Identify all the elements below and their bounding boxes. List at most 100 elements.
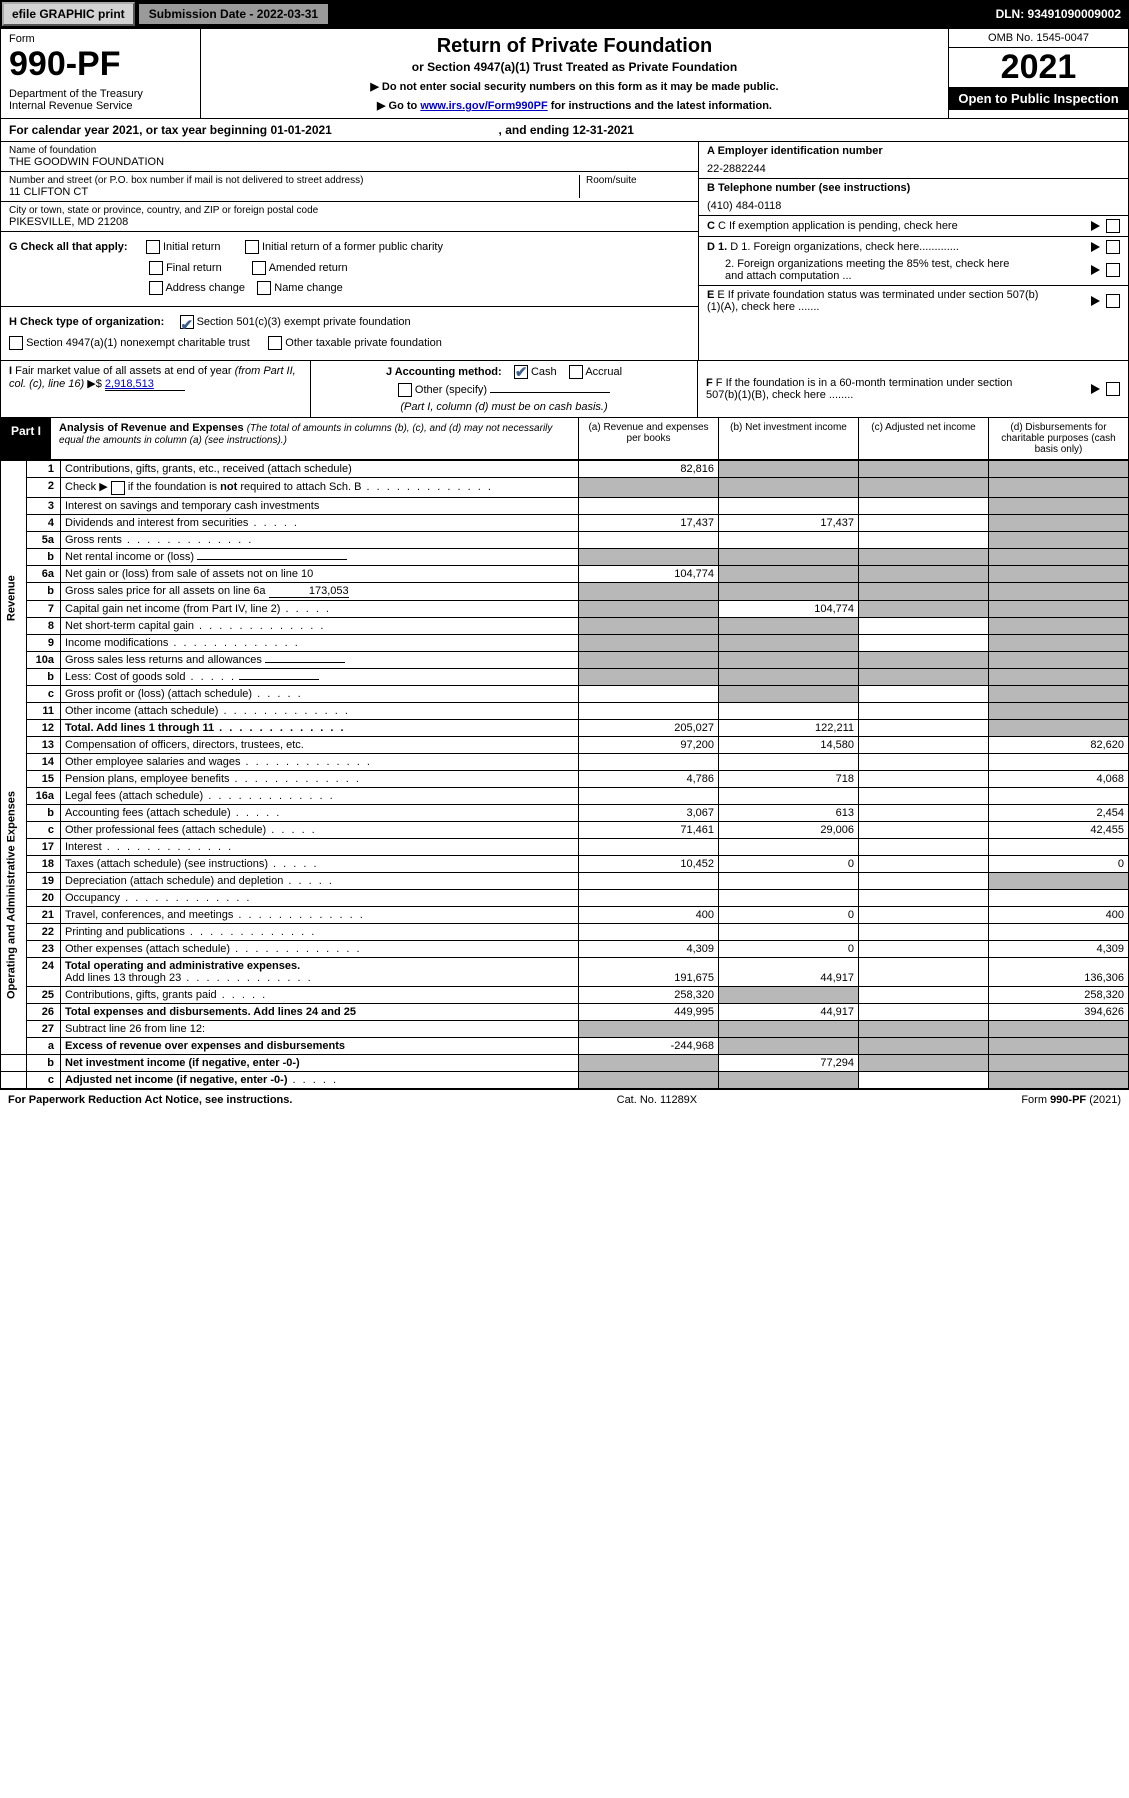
revenue-side-label: Revenue bbox=[1, 461, 27, 736]
part1-header: Part I Analysis of Revenue and Expenses … bbox=[0, 418, 1129, 460]
table-row: 12Total. Add lines 1 through 11205,02712… bbox=[1, 719, 1129, 736]
table-row: cAdjusted net income (if negative, enter… bbox=[1, 1071, 1129, 1088]
form-label: Form bbox=[9, 33, 192, 45]
form-subtitle: or Section 4947(a)(1) Trust Treated as P… bbox=[207, 60, 942, 74]
expenses-side-label: Operating and Administrative Expenses bbox=[1, 736, 27, 1054]
city-label: City or town, state or province, country… bbox=[9, 205, 690, 216]
checkbox-cash[interactable] bbox=[514, 365, 528, 379]
table-row: bAccounting fees (attach schedule)3,0676… bbox=[1, 804, 1129, 821]
footer-catno: Cat. No. 11289X bbox=[617, 1094, 698, 1106]
main-table: Revenue 1 Contributions, gifts, grants, … bbox=[0, 460, 1129, 1088]
efile-print-button[interactable]: efile GRAPHIC print bbox=[2, 2, 135, 26]
col-d-header: (d) Disbursements for charitable purpose… bbox=[988, 418, 1128, 459]
table-row: Revenue 1 Contributions, gifts, grants, … bbox=[1, 461, 1129, 478]
form-header: Form 990-PF Department of the Treasury I… bbox=[0, 28, 1129, 119]
arrow-icon bbox=[1091, 242, 1100, 252]
h-label: H Check type of organization: bbox=[9, 316, 164, 328]
dln-label: DLN: 93491090009002 bbox=[996, 7, 1127, 21]
table-row: 27Subtract line 26 from line 12: bbox=[1, 1020, 1129, 1037]
d2-label: 2. Foreign organizations meeting the 85%… bbox=[707, 258, 1027, 282]
topbar: efile GRAPHIC print Submission Date - 20… bbox=[0, 0, 1129, 28]
checkbox-final-return[interactable] bbox=[149, 261, 163, 275]
checkbox-c[interactable] bbox=[1106, 219, 1120, 233]
checkbox-initial-return[interactable] bbox=[146, 240, 160, 254]
table-row: 22Printing and publications bbox=[1, 923, 1129, 940]
f-label: F F If the foundation is in a 60-month t… bbox=[706, 377, 1046, 401]
form-note-2: ▶ Go to www.irs.gov/Form990PF for instru… bbox=[207, 99, 942, 112]
checkbox-other-method[interactable] bbox=[398, 383, 412, 397]
table-row: 16aLegal fees (attach schedule) bbox=[1, 787, 1129, 804]
open-public-label: Open to Public Inspection bbox=[949, 87, 1128, 110]
foundation-name: THE GOODWIN FOUNDATION bbox=[9, 156, 690, 168]
table-row: 4Dividends and interest from securities1… bbox=[1, 514, 1129, 531]
checkbox-4947a1[interactable] bbox=[9, 336, 23, 350]
footer-form: Form 990-PF (2021) bbox=[1021, 1094, 1121, 1106]
arrow-icon bbox=[1091, 296, 1100, 306]
table-row: 3Interest on savings and temporary cash … bbox=[1, 497, 1129, 514]
table-row: 9Income modifications bbox=[1, 634, 1129, 651]
footer-left: For Paperwork Reduction Act Notice, see … bbox=[8, 1094, 292, 1106]
omb-label: OMB No. 1545-0047 bbox=[949, 29, 1128, 48]
j-label: J Accounting method: bbox=[386, 366, 502, 378]
table-row: 6aNet gain or (loss) from sale of assets… bbox=[1, 565, 1129, 582]
ein-label: A Employer identification number bbox=[707, 145, 1120, 157]
checkbox-initial-former[interactable] bbox=[245, 240, 259, 254]
form-note-1: ▶ Do not enter social security numbers o… bbox=[207, 80, 942, 93]
col-a-header: (a) Revenue and expenses per books bbox=[578, 418, 718, 459]
table-row: 25Contributions, gifts, grants paid258,3… bbox=[1, 986, 1129, 1003]
table-row: 2 Check ▶ if the foundation is not requi… bbox=[1, 478, 1129, 497]
table-row: cOther professional fees (attach schedul… bbox=[1, 821, 1129, 838]
instructions-link[interactable]: www.irs.gov/Form990PF bbox=[420, 100, 547, 112]
checkbox-amended-return[interactable] bbox=[252, 261, 266, 275]
col-c-header: (c) Adjusted net income bbox=[858, 418, 988, 459]
table-row: cGross profit or (loss) (attach schedule… bbox=[1, 685, 1129, 702]
dept-label: Department of the Treasury Internal Reve… bbox=[9, 88, 192, 112]
g-label: G Check all that apply: bbox=[9, 241, 128, 253]
table-row: bLess: Cost of goods sold bbox=[1, 668, 1129, 685]
table-row: 17Interest bbox=[1, 838, 1129, 855]
table-row: bGross sales price for all assets on lin… bbox=[1, 582, 1129, 600]
checkbox-f[interactable] bbox=[1106, 382, 1120, 396]
arrow-icon bbox=[1091, 265, 1100, 275]
checkbox-name-change[interactable] bbox=[257, 281, 271, 295]
table-row: 18Taxes (attach schedule) (see instructi… bbox=[1, 855, 1129, 872]
part1-title: Analysis of Revenue and Expenses bbox=[59, 422, 244, 434]
j-note: (Part I, column (d) must be on cash basi… bbox=[319, 401, 689, 413]
phone-label: B Telephone number (see instructions) bbox=[707, 182, 1120, 194]
table-row: 26Total expenses and disbursements. Add … bbox=[1, 1003, 1129, 1020]
checkbox-sch-b[interactable] bbox=[111, 481, 125, 495]
arrow-icon bbox=[1091, 221, 1100, 231]
table-row: Operating and Administrative Expenses 13… bbox=[1, 736, 1129, 753]
table-row: 8Net short-term capital gain bbox=[1, 617, 1129, 634]
row-ijf: I Fair market value of all assets at end… bbox=[0, 361, 1129, 418]
calendar-year-row: For calendar year 2021, or tax year begi… bbox=[0, 119, 1129, 142]
checkbox-d1[interactable] bbox=[1106, 240, 1120, 254]
table-row: 23Other expenses (attach schedule)4,3090… bbox=[1, 940, 1129, 957]
ein-value: 22-2882244 bbox=[707, 163, 1120, 175]
checkbox-accrual[interactable] bbox=[569, 365, 583, 379]
phone-value: (410) 484-0118 bbox=[707, 200, 1120, 212]
checkbox-501c3[interactable] bbox=[180, 315, 194, 329]
checkbox-e[interactable] bbox=[1106, 294, 1120, 308]
checkbox-d2[interactable] bbox=[1106, 263, 1120, 277]
c-label: C C If exemption application is pending,… bbox=[707, 220, 958, 232]
form-number: 990-PF bbox=[9, 45, 192, 84]
table-row: 24Total operating and administrative exp… bbox=[1, 957, 1129, 986]
table-row: 5aGross rents bbox=[1, 531, 1129, 548]
tax-year: 2021 bbox=[949, 48, 1128, 87]
checkbox-other-taxable[interactable] bbox=[268, 336, 282, 350]
d1-label: D 1. D 1. Foreign organizations, check h… bbox=[707, 241, 959, 253]
checkbox-address-change[interactable] bbox=[149, 281, 163, 295]
fmv-link[interactable]: 2,918,513 bbox=[105, 378, 185, 391]
table-row: 7Capital gain net income (from Part IV, … bbox=[1, 600, 1129, 617]
street-address: 11 CLIFTON CT bbox=[9, 186, 573, 198]
city-value: PIKESVILLE, MD 21208 bbox=[9, 216, 690, 228]
table-row: 19Depreciation (attach schedule) and dep… bbox=[1, 872, 1129, 889]
table-row: 11Other income (attach schedule) bbox=[1, 702, 1129, 719]
addr-label: Number and street (or P.O. box number if… bbox=[9, 175, 573, 186]
e-label: E E If private foundation status was ter… bbox=[707, 289, 1047, 313]
col-b-header: (b) Net investment income bbox=[718, 418, 858, 459]
table-row: bNet investment income (if negative, ent… bbox=[1, 1054, 1129, 1071]
table-row: 21Travel, conferences, and meetings40004… bbox=[1, 906, 1129, 923]
page-footer: For Paperwork Reduction Act Notice, see … bbox=[0, 1089, 1129, 1110]
